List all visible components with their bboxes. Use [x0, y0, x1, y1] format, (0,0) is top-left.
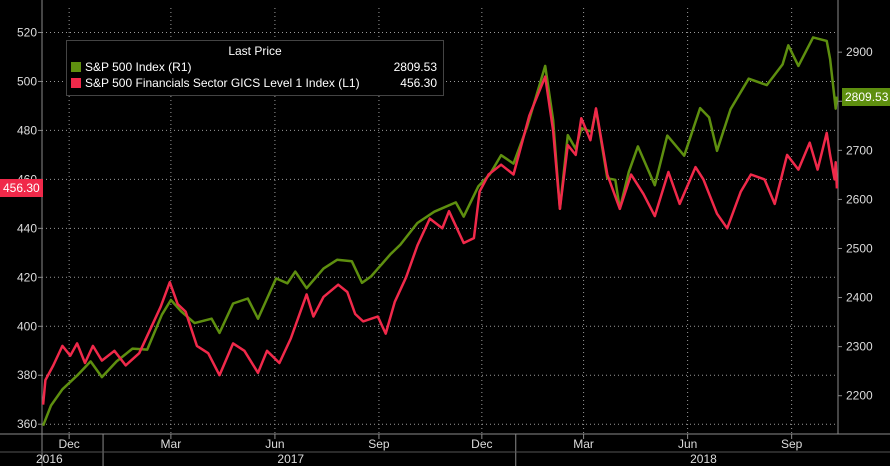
x-tick-label: Mar [573, 437, 594, 451]
legend-value-financials: 456.30 [400, 76, 437, 90]
right-tick-label: 2200 [846, 389, 873, 403]
legend-item-sp500: S&P 500 Index (R1) 2809.53 [67, 59, 443, 75]
left-tick-label: 480 [17, 123, 37, 137]
series-line-financials [41, 75, 839, 405]
right-tick-label: 2300 [846, 340, 873, 354]
left-tick-label: 400 [17, 319, 37, 333]
left-tick-label: 520 [17, 25, 37, 39]
legend-swatch-financials [71, 78, 81, 88]
year-label: 2016 [36, 452, 63, 466]
legend-swatch-sp500 [71, 62, 81, 72]
right-tick-label: 2700 [846, 143, 873, 157]
x-tick-label: Jun [678, 437, 697, 451]
left-y-axis: 360380400420440460480500520 [17, 0, 43, 434]
legend-item-financials: S&P 500 Financials Sector GICS Level 1 I… [67, 75, 443, 91]
last-price-badge-sp500: 2809.53 [842, 87, 890, 106]
x-axis: Dec Mar Jun Sep Dec Mar Jun Sep 2016 2017 2018 [0, 433, 890, 466]
legend-value-sp500: 2809.53 [393, 60, 437, 74]
series-lines [41, 36, 839, 427]
x-tick-label: Jun [265, 437, 284, 451]
legend: Last Price S&P 500 Index (R1) 2809.53 S&… [66, 40, 444, 96]
legend-header: Last Price [228, 44, 282, 58]
left-tick-label: 420 [17, 270, 37, 284]
right-y-axis: 22002300240025002600270028002900 [837, 0, 873, 434]
left-tick-label: 380 [17, 368, 37, 382]
legend-label-sp500: S&P 500 Index (R1) [85, 60, 192, 74]
x-tick-label: Dec [58, 437, 79, 451]
legend-label-financials: S&P 500 Financials Sector GICS Level 1 I… [85, 76, 360, 90]
right-tick-label: 2900 [846, 45, 873, 59]
year-label: 2018 [690, 452, 717, 466]
x-tick-label: Sep [368, 437, 390, 451]
x-tick-label: Mar [161, 437, 182, 451]
left-tick-label: 440 [17, 221, 37, 235]
series-line-sp500 [41, 36, 839, 427]
last-price-badge-financials: 456.30 [0, 179, 43, 198]
right-tick-label: 2400 [846, 291, 873, 305]
right-tick-label: 2500 [846, 241, 873, 255]
year-label: 2017 [277, 452, 304, 466]
right-tick-label: 2600 [846, 192, 873, 206]
x-tick-label: Sep [781, 437, 803, 451]
left-tick-label: 360 [17, 417, 37, 431]
left-tick-label: 500 [17, 74, 37, 88]
x-tick-label: Dec [471, 437, 492, 451]
